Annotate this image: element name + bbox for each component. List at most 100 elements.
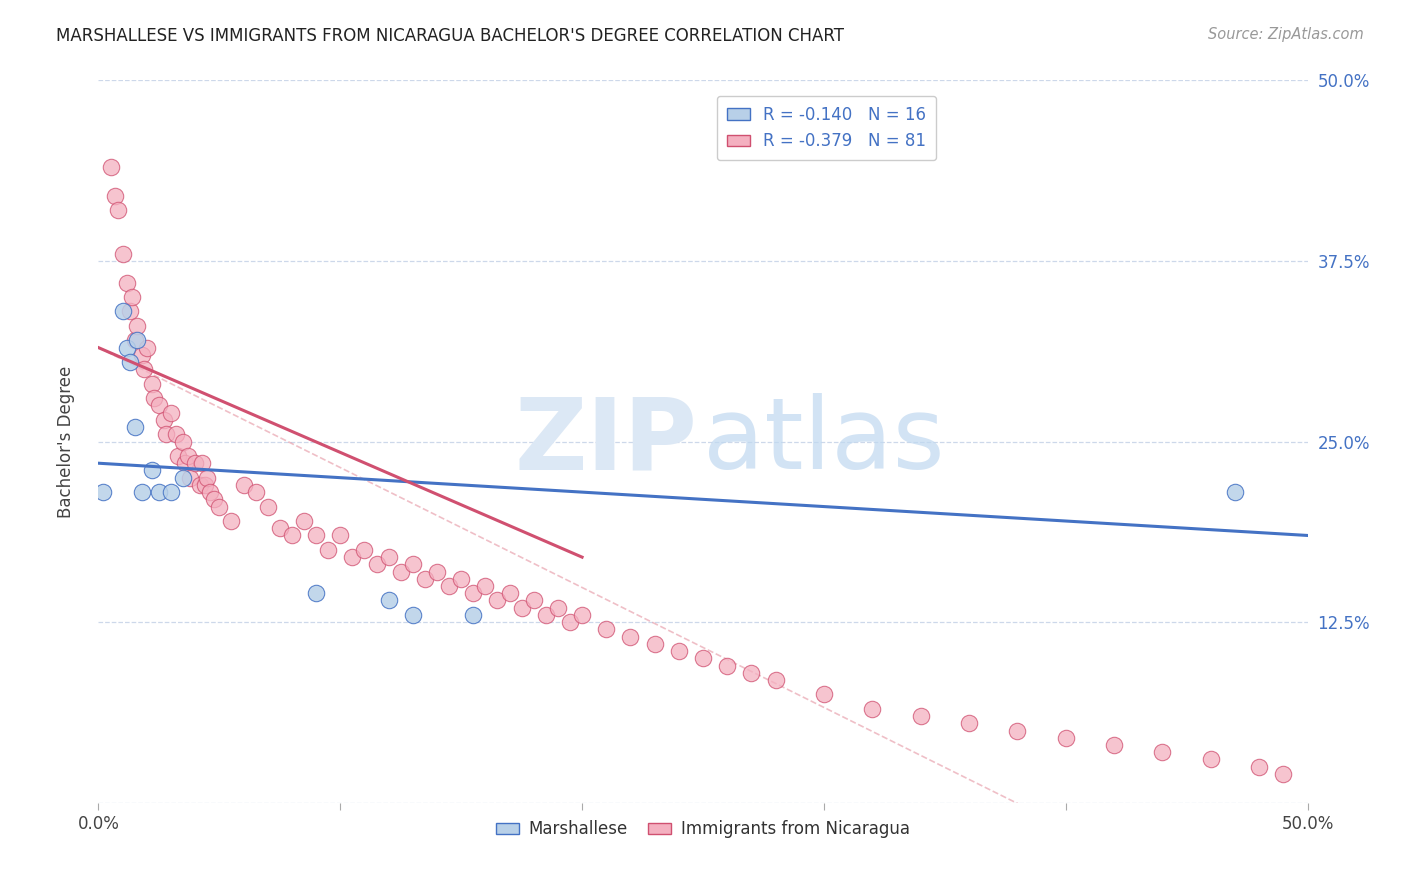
Text: MARSHALLESE VS IMMIGRANTS FROM NICARAGUA BACHELOR'S DEGREE CORRELATION CHART: MARSHALLESE VS IMMIGRANTS FROM NICARAGUA… [56, 27, 844, 45]
Point [118, 304, 141, 318]
Point [188, 478, 211, 492]
Point [155, 427, 177, 442]
Point [117, 276, 139, 290]
Point [377, 593, 399, 607]
Point [143, 391, 166, 405]
Point [619, 630, 641, 644]
Point [305, 528, 328, 542]
Point [167, 449, 190, 463]
Point [172, 470, 194, 484]
Point [692, 651, 714, 665]
Point [292, 514, 315, 528]
Point [1152, 745, 1174, 759]
Point [124, 420, 146, 434]
Point [281, 528, 304, 542]
Point [510, 600, 533, 615]
Point [305, 586, 328, 600]
Point [208, 500, 231, 514]
Point [135, 341, 157, 355]
Point [121, 290, 143, 304]
Point [353, 542, 375, 557]
Point [245, 485, 267, 500]
Point [177, 449, 200, 463]
Point [91, 485, 114, 500]
Point [437, 579, 460, 593]
Point [127, 318, 149, 333]
Point [558, 615, 581, 630]
Text: atlas: atlas [703, 393, 945, 490]
Point [910, 709, 932, 723]
Text: Source: ZipAtlas.com: Source: ZipAtlas.com [1208, 27, 1364, 42]
Point [498, 586, 520, 600]
Point [450, 572, 472, 586]
Point [1007, 723, 1029, 738]
Point [1272, 767, 1295, 781]
Point [402, 558, 425, 572]
Point [402, 607, 425, 622]
Point [165, 427, 187, 442]
Point [160, 485, 183, 500]
Point [198, 485, 221, 500]
Point [221, 514, 243, 528]
Point [174, 456, 197, 470]
Point [204, 492, 226, 507]
Point [124, 334, 146, 348]
Point [547, 600, 569, 615]
Point [740, 665, 762, 680]
Point [644, 637, 666, 651]
Point [342, 550, 364, 565]
Point [426, 565, 449, 579]
Point [716, 658, 738, 673]
Point [523, 593, 546, 607]
Point [329, 528, 352, 542]
Point [316, 542, 339, 557]
Point [366, 558, 388, 572]
Point [141, 463, 163, 477]
Point [256, 500, 278, 514]
Point [595, 623, 617, 637]
Point [195, 470, 218, 484]
Point [104, 189, 127, 203]
Point [269, 521, 291, 535]
Point [127, 334, 149, 348]
Point [111, 304, 134, 318]
Point [117, 341, 139, 355]
Point [860, 702, 883, 716]
Point [148, 398, 170, 412]
Point [1249, 760, 1271, 774]
Legend: Marshallese, Immigrants from Nicaragua: Marshallese, Immigrants from Nicaragua [489, 814, 917, 845]
Point [957, 716, 980, 731]
Point [131, 485, 153, 500]
Point [813, 687, 835, 701]
Point [377, 550, 399, 565]
Point [184, 456, 207, 470]
Point [118, 355, 141, 369]
Point [148, 485, 170, 500]
Point [100, 160, 122, 174]
Point [1054, 731, 1077, 745]
Point [194, 478, 217, 492]
Point [134, 362, 156, 376]
Point [152, 413, 174, 427]
Point [141, 376, 163, 391]
Point [191, 456, 214, 470]
Point [160, 406, 183, 420]
Point [131, 348, 153, 362]
Y-axis label: Bachelor's Degree: Bachelor's Degree [56, 366, 75, 517]
Point [389, 565, 412, 579]
Point [1223, 485, 1246, 500]
Point [111, 246, 134, 260]
Point [463, 607, 485, 622]
Point [1199, 752, 1222, 766]
Point [463, 586, 485, 600]
Point [474, 579, 496, 593]
Point [232, 478, 254, 492]
Point [179, 470, 201, 484]
Text: ZIP: ZIP [515, 393, 697, 490]
Point [1102, 738, 1125, 752]
Point [107, 203, 129, 218]
Point [172, 434, 194, 449]
Point [668, 644, 690, 658]
Point [534, 607, 557, 622]
Point [765, 673, 787, 687]
